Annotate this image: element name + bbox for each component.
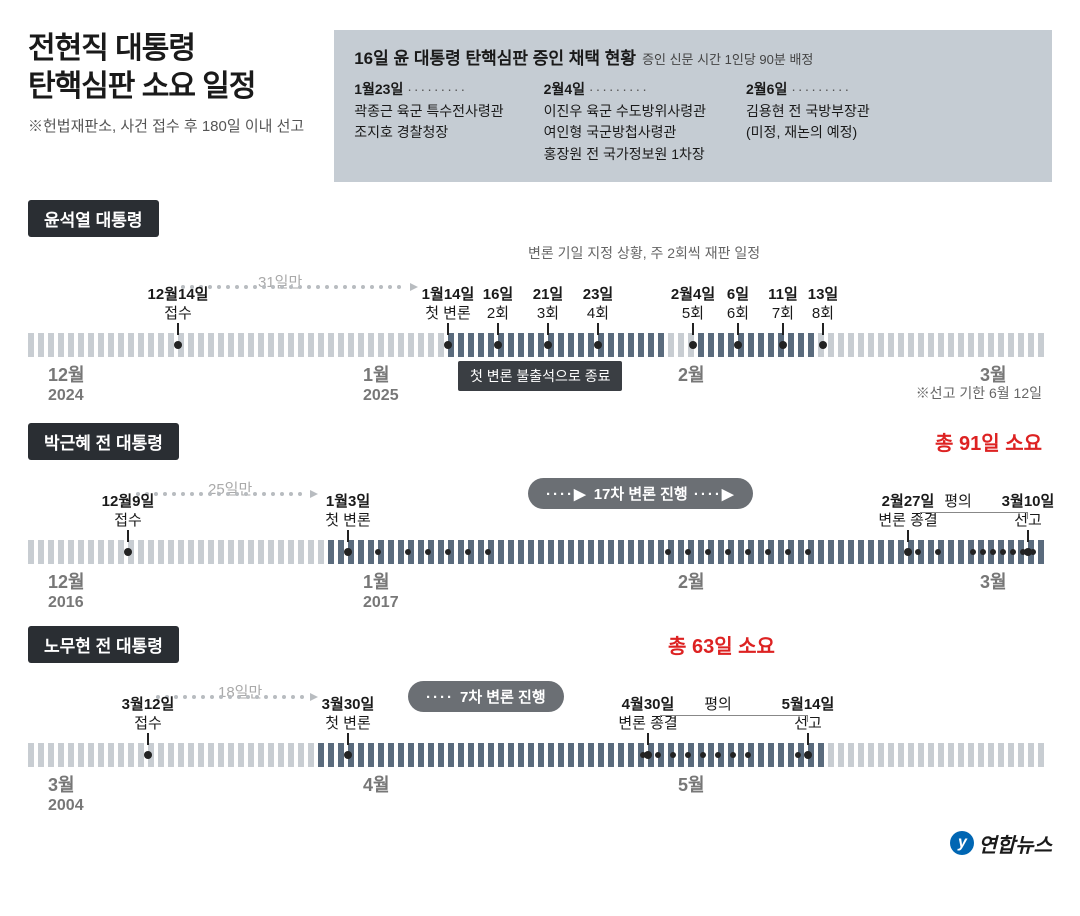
infobox-column: 1월23일 ·········곽종근 육군 특수전사령관조지호 경찰청장 xyxy=(354,79,503,166)
deliberation-label: 평의 xyxy=(944,492,972,512)
hearing-count-pill: ····7차 변론 진행 xyxy=(408,681,564,712)
timeline-event: 23일4회 xyxy=(583,285,614,324)
infobox-column: 2월6일 ·········김용현 전 국방부장관(미정, 재논의 예정) xyxy=(746,79,870,166)
month-label: 1월2017 xyxy=(363,568,399,612)
deliberation-bracket xyxy=(660,715,808,721)
month-label: 5월 xyxy=(678,771,705,797)
total-days: 총 63일 소요 xyxy=(668,630,775,659)
callout-note: 첫 변론 불출석으로 종료 xyxy=(458,361,622,391)
schedule-note: 변론 기일 지정 상황, 주 2회씩 재판 일정 xyxy=(528,243,760,263)
logo-icon: y xyxy=(950,831,974,855)
main-title: 전현직 대통령탄핵심판 소요 일정 xyxy=(28,30,304,105)
subtitle: ※헌법재판소, 사건 접수 후 180일 이내 선고 xyxy=(28,115,304,136)
total-days: 총 91일 소요 xyxy=(935,427,1042,456)
timeline-event: 6일6회 xyxy=(727,285,749,324)
timeline-park: 박근혜 전 대통령총 91일 소요25일만12월9일접수1월3일첫 변론2월27… xyxy=(28,423,1052,616)
timeline-yoon: 윤석열 대통령변론 기일 지정 상황, 주 2회씩 재판 일정31일만12월14… xyxy=(28,200,1052,413)
section-label: 윤석열 대통령 xyxy=(28,200,159,237)
month-label: 12월2024 xyxy=(48,361,85,405)
timeline-event: 12월9일접수 xyxy=(102,492,155,531)
timeline-event: 13일8회 xyxy=(808,285,839,324)
month-label: 1월2025 xyxy=(363,361,399,405)
header: 전현직 대통령탄핵심판 소요 일정 ※헌법재판소, 사건 접수 후 180일 이… xyxy=(28,30,1052,182)
month-label: 3월 xyxy=(980,568,1007,594)
month-label: 12월2016 xyxy=(48,568,85,612)
month-label: 4월 xyxy=(363,771,390,797)
infobox-column: 2월4일 ·········이진우 육군 수도방위사령관여인형 국군방첩사령관홍… xyxy=(544,79,706,166)
section-label: 박근혜 전 대통령 xyxy=(28,423,179,460)
timeline-event: 1월3일첫 변론 xyxy=(325,492,371,531)
timeline-event: 12월14일접수 xyxy=(148,285,209,324)
month-label: 2월 xyxy=(678,568,705,594)
month-label: 3월2004 xyxy=(48,771,84,815)
section-label: 노무현 전 대통령 xyxy=(28,626,179,663)
timeline-event: 2월4일5회 xyxy=(671,285,715,324)
timeline-event: 3월30일첫 변론 xyxy=(322,695,375,734)
deliberation-bracket xyxy=(920,512,1028,518)
source-logo: y연합뉴스 xyxy=(28,829,1052,858)
witness-info-box: 16일 윤 대통령 탄핵심판 증인 채택 현황증인 신문 시간 1인당 90분 … xyxy=(334,30,1052,182)
timeline-roh: 노무현 전 대통령총 63일 소요18일만3월12일접수3월30일첫 변론4월3… xyxy=(28,626,1052,819)
timeline-event: 16일2회 xyxy=(483,285,514,324)
timeline-event: 1월14일첫 변론 xyxy=(422,285,475,324)
infobox-title: 16일 윤 대통령 탄핵심판 증인 채택 현황증인 신문 시간 1인당 90분 … xyxy=(354,44,1032,69)
deadline-note: ※선고 기한 6월 12일 xyxy=(916,383,1042,403)
timeline-event: 21일3회 xyxy=(533,285,564,324)
deliberation-label: 평의 xyxy=(704,695,732,715)
title-block: 전현직 대통령탄핵심판 소요 일정 ※헌법재판소, 사건 접수 후 180일 이… xyxy=(28,30,304,136)
timeline-event: 11일7회 xyxy=(768,285,798,324)
hearing-count-pill: ····▶ 17차 변론 진행 ····▶ xyxy=(528,478,753,509)
timeline-event: 3월12일접수 xyxy=(122,695,175,734)
month-label: 2월 xyxy=(678,361,705,387)
